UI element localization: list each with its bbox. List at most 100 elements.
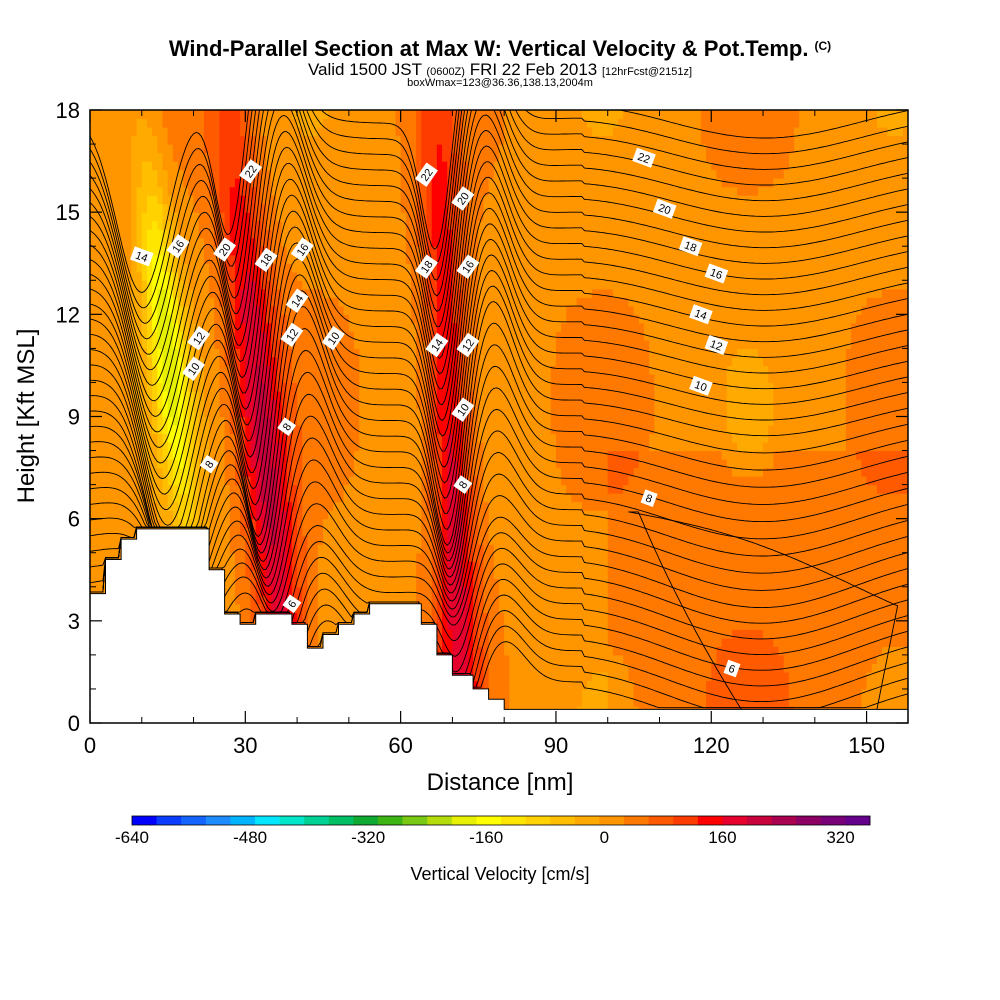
velocity-cell bbox=[136, 450, 143, 460]
velocity-cell bbox=[121, 365, 127, 375]
velocity-cell bbox=[333, 271, 340, 281]
velocity-cell bbox=[385, 544, 391, 554]
velocity-cell bbox=[307, 629, 314, 639]
velocity-cell bbox=[421, 535, 428, 545]
velocity-cell bbox=[95, 297, 101, 307]
velocity-cell bbox=[291, 152, 298, 162]
velocity-cell bbox=[90, 186, 96, 196]
velocity-cell bbox=[317, 382, 324, 392]
velocity-cell bbox=[307, 637, 314, 647]
velocity-cell bbox=[214, 237, 221, 247]
velocity-cell bbox=[167, 399, 174, 409]
velocity-cell bbox=[260, 169, 267, 179]
velocity-cell bbox=[390, 416, 397, 426]
velocity-cell bbox=[343, 203, 350, 213]
velocity-cell bbox=[162, 144, 169, 154]
velocity-cell bbox=[338, 425, 345, 435]
velocity-cell bbox=[354, 442, 360, 452]
velocity-cell bbox=[157, 433, 164, 443]
velocity-cell bbox=[260, 178, 267, 188]
velocity-cell bbox=[322, 263, 329, 273]
velocity-cell bbox=[271, 493, 277, 503]
velocity-cell bbox=[431, 595, 438, 605]
velocity-cell bbox=[333, 322, 340, 332]
velocity-cell bbox=[178, 263, 184, 273]
velocity-cell bbox=[167, 297, 174, 307]
velocity-cell bbox=[105, 399, 112, 409]
velocity-cell bbox=[431, 305, 438, 315]
velocity-cell bbox=[214, 527, 221, 537]
velocity-cell bbox=[203, 425, 210, 435]
velocity-cell bbox=[281, 569, 288, 579]
velocity-cell bbox=[167, 135, 174, 145]
velocity-cell bbox=[126, 322, 133, 332]
velocity-cell bbox=[364, 348, 371, 358]
velocity-cell bbox=[385, 595, 391, 605]
velocity-cell bbox=[369, 416, 376, 426]
velocity-cell bbox=[328, 527, 334, 537]
velocity-cell bbox=[245, 288, 252, 298]
velocity-cell bbox=[146, 152, 153, 162]
velocity-cell bbox=[307, 356, 314, 367]
velocity-cell bbox=[224, 178, 231, 188]
velocity-cell bbox=[105, 552, 112, 562]
velocity-cell bbox=[343, 586, 350, 596]
velocity-cell bbox=[162, 510, 169, 520]
velocity-cell bbox=[338, 135, 345, 145]
velocity-cell bbox=[379, 552, 386, 562]
velocity-cell bbox=[385, 110, 391, 120]
velocity-cell bbox=[436, 501, 443, 511]
velocity-cell bbox=[203, 356, 210, 367]
velocity-cell bbox=[183, 314, 189, 324]
velocity-cell bbox=[131, 203, 138, 213]
velocity-cell bbox=[121, 229, 127, 239]
velocity-cell bbox=[224, 569, 231, 579]
velocity-cell bbox=[322, 493, 329, 503]
velocity-cell bbox=[442, 152, 448, 162]
velocity-cell bbox=[229, 186, 236, 196]
velocity-cell bbox=[390, 535, 397, 545]
velocity-cell bbox=[400, 501, 407, 511]
copyright-mark: (C) bbox=[814, 39, 832, 53]
velocity-cell bbox=[95, 493, 101, 503]
velocity-cell bbox=[276, 450, 283, 460]
velocity-cell bbox=[328, 288, 334, 298]
velocity-cell bbox=[333, 365, 340, 375]
velocity-cell bbox=[348, 561, 355, 571]
velocity-cell bbox=[291, 407, 298, 418]
velocity-cell bbox=[266, 365, 272, 375]
velocity-cell bbox=[343, 365, 350, 375]
velocity-cell bbox=[369, 544, 376, 554]
velocity-cell bbox=[343, 493, 350, 503]
velocity-cell bbox=[136, 459, 143, 469]
velocity-cell bbox=[146, 161, 153, 171]
velocity-cell bbox=[343, 195, 350, 205]
velocity-cell bbox=[260, 373, 267, 384]
velocity-cell bbox=[421, 390, 428, 401]
velocity-cell bbox=[286, 135, 293, 145]
velocity-cell bbox=[260, 399, 267, 409]
velocity-cell bbox=[276, 178, 283, 188]
velocity-cell bbox=[255, 212, 262, 222]
velocity-cell bbox=[333, 467, 340, 477]
velocity-cell bbox=[338, 442, 345, 452]
velocity-cell bbox=[400, 322, 407, 332]
velocity-cell bbox=[374, 433, 381, 443]
velocity-cell bbox=[110, 382, 117, 392]
velocity-cell bbox=[234, 127, 241, 137]
velocity-cell bbox=[343, 220, 350, 230]
velocity-cell bbox=[328, 322, 334, 332]
velocity-cell bbox=[442, 271, 448, 281]
velocity-cell bbox=[317, 535, 324, 545]
velocity-cell bbox=[338, 246, 345, 256]
velocity-cell bbox=[219, 382, 226, 392]
velocity-cell bbox=[100, 212, 107, 222]
velocity-cell bbox=[369, 229, 376, 239]
velocity-cell bbox=[146, 118, 153, 128]
velocity-cell bbox=[354, 127, 360, 137]
velocity-cell bbox=[405, 186, 412, 196]
velocity-cell bbox=[234, 237, 241, 247]
velocity-cell bbox=[105, 382, 112, 392]
velocity-cell bbox=[436, 263, 443, 273]
velocity-cell bbox=[281, 339, 288, 349]
